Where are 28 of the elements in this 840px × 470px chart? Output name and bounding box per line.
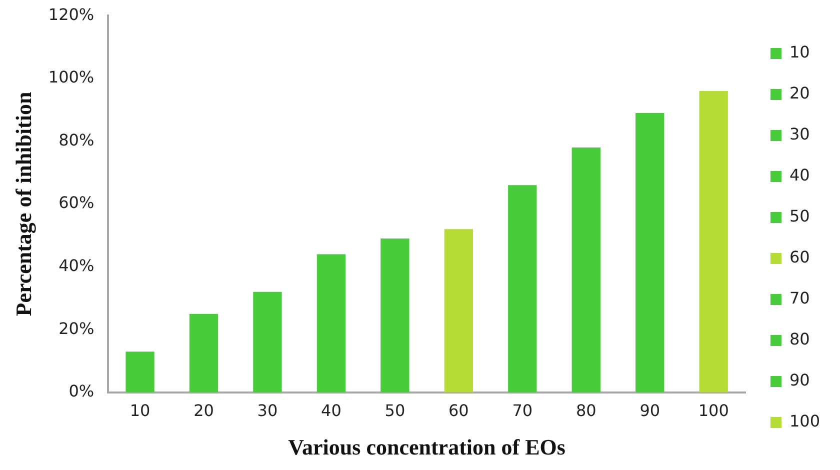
legend-label: 70	[789, 288, 810, 308]
y-tick-label: 20%	[58, 318, 94, 338]
y-tick-label: 80%	[58, 130, 94, 150]
x-tick-label: 80	[576, 401, 596, 420]
legend-label: 10	[789, 42, 810, 62]
y-tick-label: 60%	[58, 193, 94, 212]
y-tick-label: 100%	[48, 68, 94, 87]
x-axis-title: Various concentration of EOs	[288, 434, 566, 460]
x-tick-label: 100	[698, 401, 729, 420]
x-tick-label: 60	[448, 401, 469, 420]
y-tick-label: 0%	[68, 382, 94, 401]
y-axis-title: Percentage of inhibition	[10, 92, 36, 316]
legend-label: 40	[789, 166, 810, 185]
x-tick-label: 40	[321, 401, 342, 420]
x-tick-label: 90	[640, 401, 660, 420]
y-tick-label: 40%	[58, 256, 94, 275]
x-tick-label: 20	[194, 401, 214, 420]
x-tick-label: 10	[130, 401, 150, 420]
x-tick-label: 30	[257, 401, 278, 420]
legend-label: 80	[789, 330, 810, 349]
legend-label: 60	[789, 248, 810, 267]
x-tick-label: 70	[512, 401, 533, 420]
x-tick-label: 50	[384, 401, 406, 420]
legend-label: 20	[789, 84, 810, 103]
legend-label: 50	[789, 206, 810, 226]
y-tick-label: 120%	[48, 4, 94, 24]
legend-label: 30	[789, 124, 810, 144]
legend-label: 90	[789, 370, 810, 390]
